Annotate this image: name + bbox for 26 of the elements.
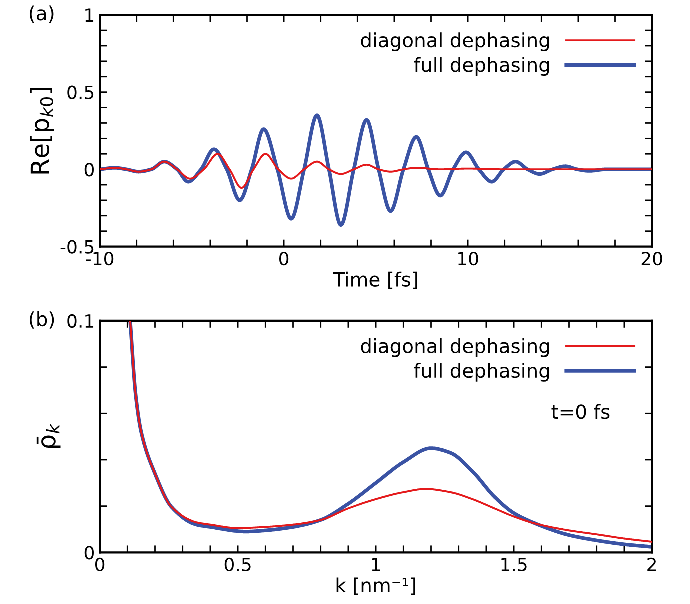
text: (a) bbox=[30, 6, 54, 24]
x-tick-label: 1.5 bbox=[502, 558, 527, 572]
annotation: t=0 fs bbox=[552, 404, 610, 420]
legend-label: diagonal dephasing bbox=[361, 32, 550, 52]
y-tick-label: 0 bbox=[84, 163, 94, 177]
y-tick-label: 0.1 bbox=[68, 314, 94, 328]
y-tick-label: 1 bbox=[86, 8, 94, 22]
y-axis-title: Re[p$_{k0}$] bbox=[30, 88, 54, 174]
x-tick-label: 20 bbox=[642, 252, 662, 266]
x-tick-label: 1 bbox=[372, 558, 380, 572]
y-tick-label: 0.5 bbox=[68, 86, 94, 100]
x-tick-label: 0 bbox=[95, 558, 105, 572]
x-tick-label: 10 bbox=[458, 252, 478, 266]
y-tick-label: 0 bbox=[84, 546, 94, 560]
y-axis-title: ρ̄$_{k}$ bbox=[36, 423, 61, 448]
x-tick-label: 0.5 bbox=[224, 558, 251, 572]
legend-label: diagonal dephasing bbox=[361, 338, 550, 358]
legend-label: full dephasing bbox=[414, 57, 550, 76]
x-axis-title: k [nm⁻¹] bbox=[336, 578, 416, 596]
x-tick-label: 2 bbox=[648, 558, 656, 572]
x-tick-label: 0 bbox=[279, 252, 289, 266]
legend-label: full dephasing bbox=[414, 363, 550, 382]
x-axis-title: Time [fs] bbox=[333, 272, 418, 290]
y-tick-label: -0.5 bbox=[60, 240, 94, 254]
x-tick-label: -10 bbox=[86, 252, 114, 266]
text: (b) bbox=[30, 312, 54, 329]
